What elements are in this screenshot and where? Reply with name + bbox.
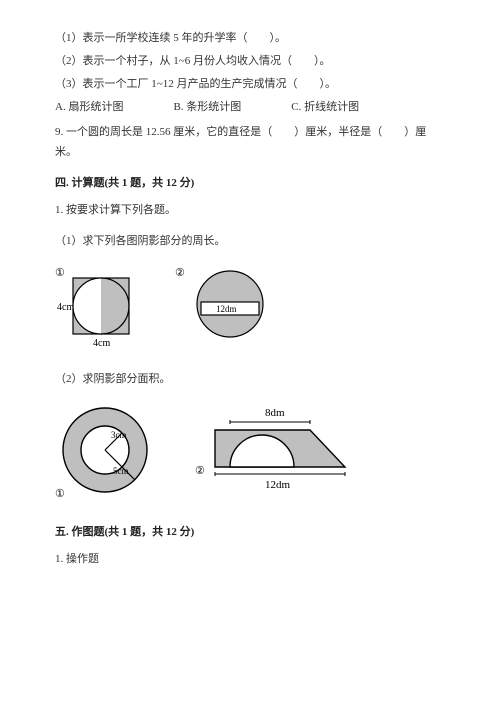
question-3: （3）表示一个工厂 1~12 月产品的生产完成情况（ ）。 <box>55 74 445 95</box>
figure-row-1: ① 4cm 4cm ② <box>55 264 445 349</box>
figure-1-1: ① 4cm 4cm <box>55 264 145 349</box>
section-4-q1-2: （2）求阴影部分面积。 <box>55 369 445 390</box>
fig1-2-label: 12dm <box>216 304 237 314</box>
section-4-q1-1: （1）求下列各图阴影部分的周长。 <box>55 231 445 252</box>
figure-2-2: 8dm 12dm ② <box>195 402 355 502</box>
fig2-2-12dm: 12dm <box>265 479 291 491</box>
fig2-num-2: ② <box>195 465 205 477</box>
section-5-q1: 1. 操作题 <box>55 549 445 570</box>
figure-2-1: 3cm 5cm ① <box>55 402 165 502</box>
option-a: A. 扇形统计图 <box>55 97 123 118</box>
fig2-2-8dm: 8dm <box>265 407 285 419</box>
question-2: （2）表示一个村子，从 1~6 月份人均收入情况（ ）。 <box>55 51 445 72</box>
section-4-q1: 1. 按要求计算下列各题。 <box>55 200 445 221</box>
fig-num-1: ① <box>55 267 65 279</box>
section-5-title: 五. 作图题(共 1 题，共 12 分) <box>55 522 445 543</box>
figure-1-2: ② 12dm <box>175 264 285 349</box>
section-4-title: 四. 计算题(共 1 题，共 12 分) <box>55 173 445 194</box>
question-9: 9. 一个圆的周长是 12.56 厘米，它的直径是（ ）厘米，半径是（ ）厘米。 <box>55 122 445 164</box>
fig2-num-1: ① <box>55 488 65 500</box>
fig2-1-5cm: 5cm <box>113 466 129 476</box>
option-c: C. 折线统计图 <box>291 97 359 118</box>
figure-row-2: 3cm 5cm ① 8dm 12dm ② <box>55 402 445 502</box>
question-1: （1）表示一所学校连续 5 年的升学率（ ）。 <box>55 28 445 49</box>
fig1-label-4cm-h: 4cm <box>93 338 110 349</box>
options-row: A. 扇形统计图 B. 条形统计图 C. 折线统计图 <box>55 97 445 118</box>
fig-num-2: ② <box>175 267 185 279</box>
fig1-label-4cm-v: 4cm <box>57 302 74 313</box>
fig2-1-3cm: 3cm <box>111 430 127 440</box>
option-b: B. 条形统计图 <box>173 97 241 118</box>
